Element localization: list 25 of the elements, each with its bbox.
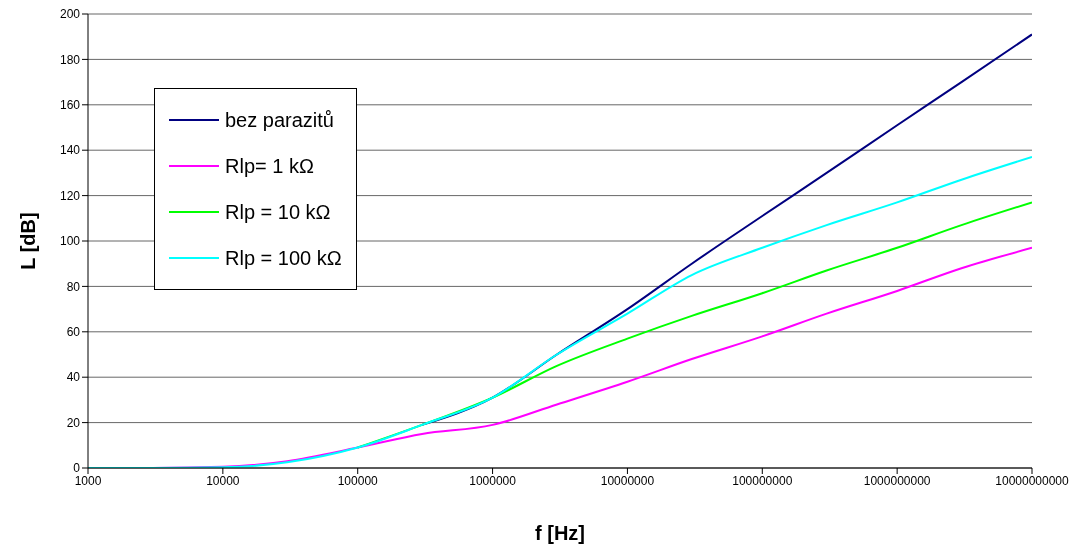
y-tick-label: 60 [66,325,81,340]
y-axis-title: L [dB] [17,212,40,270]
x-tick-label: 10000000 [600,473,655,488]
x-tick-label: 10000 [206,473,240,488]
y-tick-label: 120 [59,188,81,203]
x-tick-label: 1000 [74,473,102,488]
x-tick-label: 1000000 [469,473,517,488]
y-tick-label: 80 [66,279,81,294]
x-tick-label: 100000 [337,473,379,488]
legend-label: bez parazitů [225,108,334,132]
y-tick-label: 140 [59,143,81,158]
y-tick-label: 180 [59,52,81,67]
x-tick-label: 100000000 [732,473,793,488]
x-tick-label: 1000000000 [863,473,931,488]
legend-label: Rlp = 100 kΩ [225,246,342,270]
y-tick-label: 160 [59,98,81,113]
y-tick-label: 200 [59,7,81,22]
y-tick-label: 100 [59,234,81,249]
y-tick-label: 20 [66,415,81,430]
x-axis-title: f [Hz] [535,522,585,544]
y-tick-label: 40 [66,370,81,385]
legend-label: Rlp = 10 kΩ [225,200,331,224]
x-tick-label: 10000000000 [995,473,1070,488]
y-tick-label: 0 [73,461,81,476]
legend-label: Rlp= 1 kΩ [225,154,314,178]
